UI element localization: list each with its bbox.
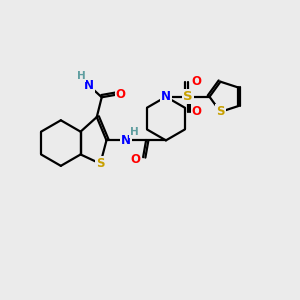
Text: N: N [121, 134, 131, 147]
Text: O: O [192, 75, 202, 88]
Text: H: H [130, 128, 139, 137]
Text: S: S [216, 105, 225, 119]
Text: S: S [96, 157, 105, 170]
Text: H: H [76, 71, 85, 82]
Text: N: N [161, 90, 171, 103]
Text: S: S [183, 90, 193, 103]
Text: N: N [84, 79, 94, 92]
Text: O: O [116, 88, 125, 101]
Text: O: O [192, 105, 202, 118]
Text: O: O [130, 153, 140, 166]
